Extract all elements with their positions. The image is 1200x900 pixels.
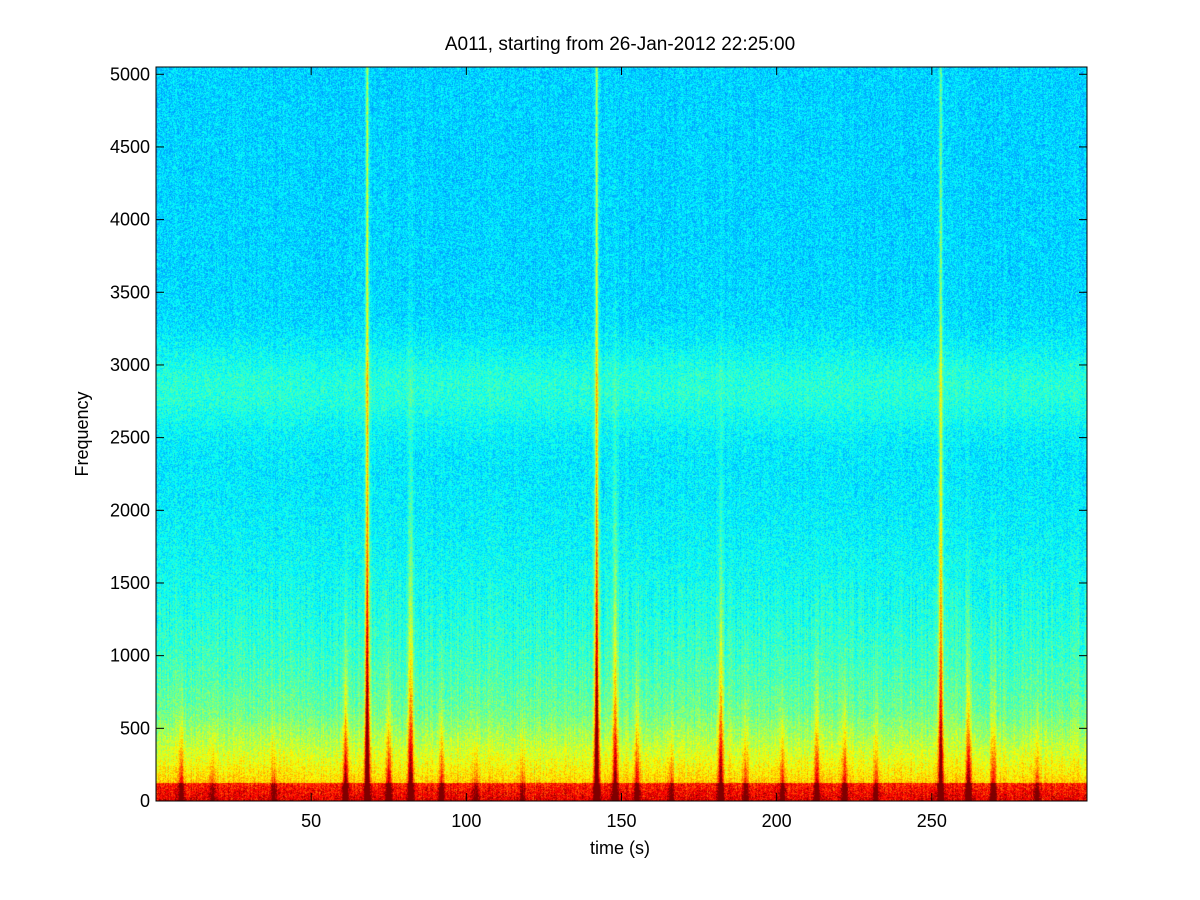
x-tick-label: 250 — [917, 811, 947, 831]
x-tick-label: 50 — [301, 811, 321, 831]
y-tick-label: 4500 — [110, 137, 150, 157]
y-tick-label: 2000 — [110, 500, 150, 520]
y-tick-label: 5000 — [110, 64, 150, 84]
x-axis-label: time (s) — [590, 838, 650, 858]
x-tick-label: 100 — [451, 811, 481, 831]
axes: 50 100 150 200 25005001000150020002500300035… — [110, 64, 1088, 831]
y-axis-label: Frequency — [72, 391, 92, 476]
y-tick-label: 1500 — [110, 573, 150, 593]
spectrogram-plot-area — [156, 67, 1087, 801]
y-tick-label: 1000 — [110, 646, 150, 666]
x-tick-label: 200 — [762, 811, 792, 831]
y-tick-label: 4000 — [110, 210, 150, 230]
y-tick-label: 3500 — [110, 282, 150, 302]
y-tick-label: 2500 — [110, 428, 150, 448]
y-tick-label: 3000 — [110, 355, 150, 375]
y-tick-label: 500 — [120, 718, 150, 738]
chart-title: A011, starting from 26-Jan-2012 22:25:00 — [445, 34, 795, 55]
y-tick-label: 0 — [140, 791, 150, 811]
x-tick-label: 150 — [606, 811, 636, 831]
spectrogram-image — [156, 67, 1087, 801]
